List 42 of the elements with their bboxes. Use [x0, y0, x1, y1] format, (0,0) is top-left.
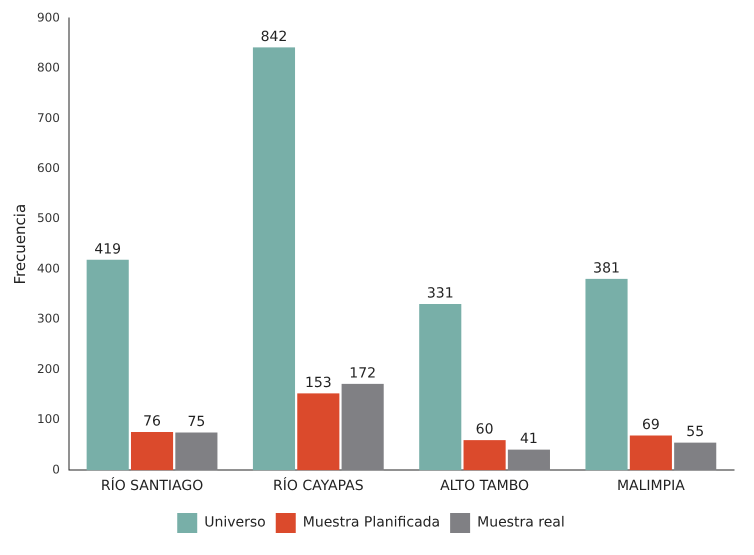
y-tick-label: 0: [52, 462, 60, 476]
y-tick-label: 200: [37, 362, 60, 376]
y-tick-label: 100: [37, 412, 60, 426]
data-label: 842: [260, 28, 288, 45]
data-label: 172: [349, 365, 376, 382]
legend-label: Muestra Planificada: [302, 514, 440, 531]
legend-label: Muestra real: [477, 514, 565, 531]
y-tick-label: 500: [37, 211, 60, 226]
y-tick-label: 800: [37, 60, 60, 75]
bar: [297, 393, 340, 470]
bar: [585, 278, 628, 470]
data-label: 60: [476, 422, 494, 438]
data-label: 381: [593, 260, 620, 276]
data-label: 76: [143, 414, 162, 430]
bar: [630, 436, 672, 470]
data-label: 69: [642, 417, 660, 434]
legend-label: Universo: [204, 514, 266, 531]
bar: [674, 442, 716, 470]
bar: [508, 450, 550, 470]
y-tick-label: 600: [37, 160, 60, 175]
bar: [86, 260, 129, 470]
bar: [464, 440, 506, 470]
y-tick-label: 400: [37, 261, 60, 276]
bar: [252, 47, 296, 470]
y-tick-label: 700: [37, 110, 60, 125]
data-label: 55: [686, 424, 704, 440]
bar: [419, 304, 462, 470]
data-label: 75: [187, 414, 206, 430]
x-tick-label: ALTO TAMBO: [440, 478, 530, 494]
y-axis-title: Frecuencia: [10, 204, 29, 285]
data-label: 153: [304, 375, 332, 391]
data-label: 41: [520, 431, 538, 448]
x-tick-label: RÍO CAYAPAS: [272, 477, 364, 494]
bar: [342, 384, 384, 470]
data-label: 331: [426, 286, 454, 302]
data-label: 419: [94, 241, 122, 258]
y-tick-label: 300: [37, 312, 60, 326]
x-tick-label: MALIMPIA: [616, 478, 686, 494]
bar: [175, 432, 218, 470]
bar: [130, 432, 174, 470]
x-tick-label: RÍO SANTIAGO: [100, 477, 204, 494]
y-tick-label: 900: [37, 10, 60, 24]
